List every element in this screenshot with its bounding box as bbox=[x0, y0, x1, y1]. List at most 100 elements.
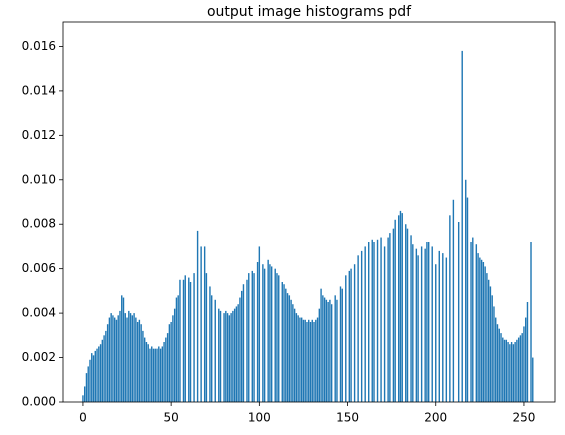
bar bbox=[126, 317, 128, 402]
bar bbox=[135, 317, 137, 402]
bar bbox=[299, 317, 301, 402]
bar bbox=[380, 237, 382, 402]
bar bbox=[189, 282, 192, 402]
bar bbox=[91, 353, 93, 402]
x-tick-label: 0 bbox=[79, 411, 87, 425]
bar bbox=[348, 270, 351, 402]
bar bbox=[297, 315, 299, 402]
y-tick-label: 0.002 bbox=[22, 350, 56, 364]
bar bbox=[246, 279, 248, 402]
bar bbox=[495, 317, 497, 402]
bar bbox=[211, 295, 213, 402]
bar bbox=[159, 348, 162, 402]
bar bbox=[251, 270, 253, 402]
bar bbox=[318, 308, 321, 402]
bar bbox=[383, 246, 386, 402]
bar bbox=[85, 373, 88, 402]
bar bbox=[329, 299, 331, 402]
bar bbox=[512, 344, 515, 402]
bar bbox=[445, 257, 448, 402]
bar bbox=[311, 319, 313, 402]
bar bbox=[108, 317, 111, 402]
bar bbox=[427, 242, 430, 402]
bar bbox=[156, 348, 158, 402]
bar bbox=[87, 366, 89, 402]
bar bbox=[138, 319, 141, 402]
bar bbox=[278, 275, 280, 402]
bar bbox=[101, 339, 104, 402]
bar bbox=[147, 344, 149, 402]
bar bbox=[143, 337, 146, 402]
bar bbox=[519, 335, 522, 402]
bar bbox=[397, 215, 400, 402]
bar bbox=[119, 310, 121, 402]
bar bbox=[288, 295, 291, 402]
bar bbox=[89, 359, 91, 402]
bar bbox=[92, 355, 95, 402]
bar bbox=[509, 344, 511, 402]
bar bbox=[477, 253, 479, 402]
bar bbox=[345, 275, 347, 402]
bar bbox=[94, 350, 96, 402]
bar bbox=[357, 255, 359, 402]
bar bbox=[514, 342, 516, 402]
y-tick-label: 0.012 bbox=[22, 128, 56, 142]
bar bbox=[269, 264, 271, 402]
bar bbox=[323, 297, 326, 402]
bar bbox=[309, 322, 312, 402]
bar bbox=[219, 310, 222, 402]
bar bbox=[233, 308, 236, 402]
bar bbox=[270, 266, 273, 402]
bar bbox=[339, 286, 342, 402]
bar bbox=[248, 273, 250, 402]
x-tick-label: 200 bbox=[424, 411, 447, 425]
bar bbox=[113, 317, 116, 402]
bar bbox=[517, 337, 520, 402]
bar bbox=[149, 348, 151, 402]
bar bbox=[532, 357, 534, 402]
bar bbox=[117, 315, 119, 402]
bar bbox=[235, 306, 238, 402]
bar bbox=[281, 282, 283, 402]
bar bbox=[353, 264, 356, 402]
bar bbox=[242, 284, 245, 402]
x-tick-label: 100 bbox=[248, 411, 271, 425]
bar bbox=[498, 328, 500, 402]
bar bbox=[480, 259, 483, 402]
bar bbox=[276, 273, 278, 402]
bar bbox=[320, 288, 322, 402]
bar bbox=[239, 297, 241, 402]
bar bbox=[131, 315, 134, 402]
bar bbox=[179, 279, 181, 402]
bar bbox=[172, 315, 174, 402]
bar bbox=[431, 246, 433, 402]
bar bbox=[166, 333, 169, 402]
bar bbox=[350, 268, 352, 402]
bar bbox=[315, 319, 317, 402]
bar bbox=[142, 330, 144, 402]
bar bbox=[140, 324, 142, 402]
bar bbox=[263, 268, 266, 402]
bar bbox=[479, 257, 481, 402]
bar bbox=[196, 230, 199, 402]
bar bbox=[182, 279, 185, 402]
plot-frame bbox=[62, 21, 556, 403]
bar bbox=[491, 295, 493, 402]
bar bbox=[493, 306, 495, 402]
bar bbox=[417, 255, 419, 402]
bar bbox=[360, 250, 363, 402]
bar bbox=[83, 386, 86, 402]
bar bbox=[223, 313, 225, 402]
bar bbox=[308, 319, 310, 402]
bar bbox=[507, 342, 509, 402]
bar bbox=[438, 250, 440, 402]
bar bbox=[205, 273, 208, 402]
bar bbox=[188, 277, 190, 402]
bar bbox=[129, 313, 132, 402]
bar bbox=[158, 346, 160, 402]
bar bbox=[200, 246, 202, 402]
bar bbox=[133, 313, 135, 402]
bar bbox=[228, 315, 231, 402]
bar bbox=[322, 295, 324, 402]
bar bbox=[482, 262, 485, 402]
